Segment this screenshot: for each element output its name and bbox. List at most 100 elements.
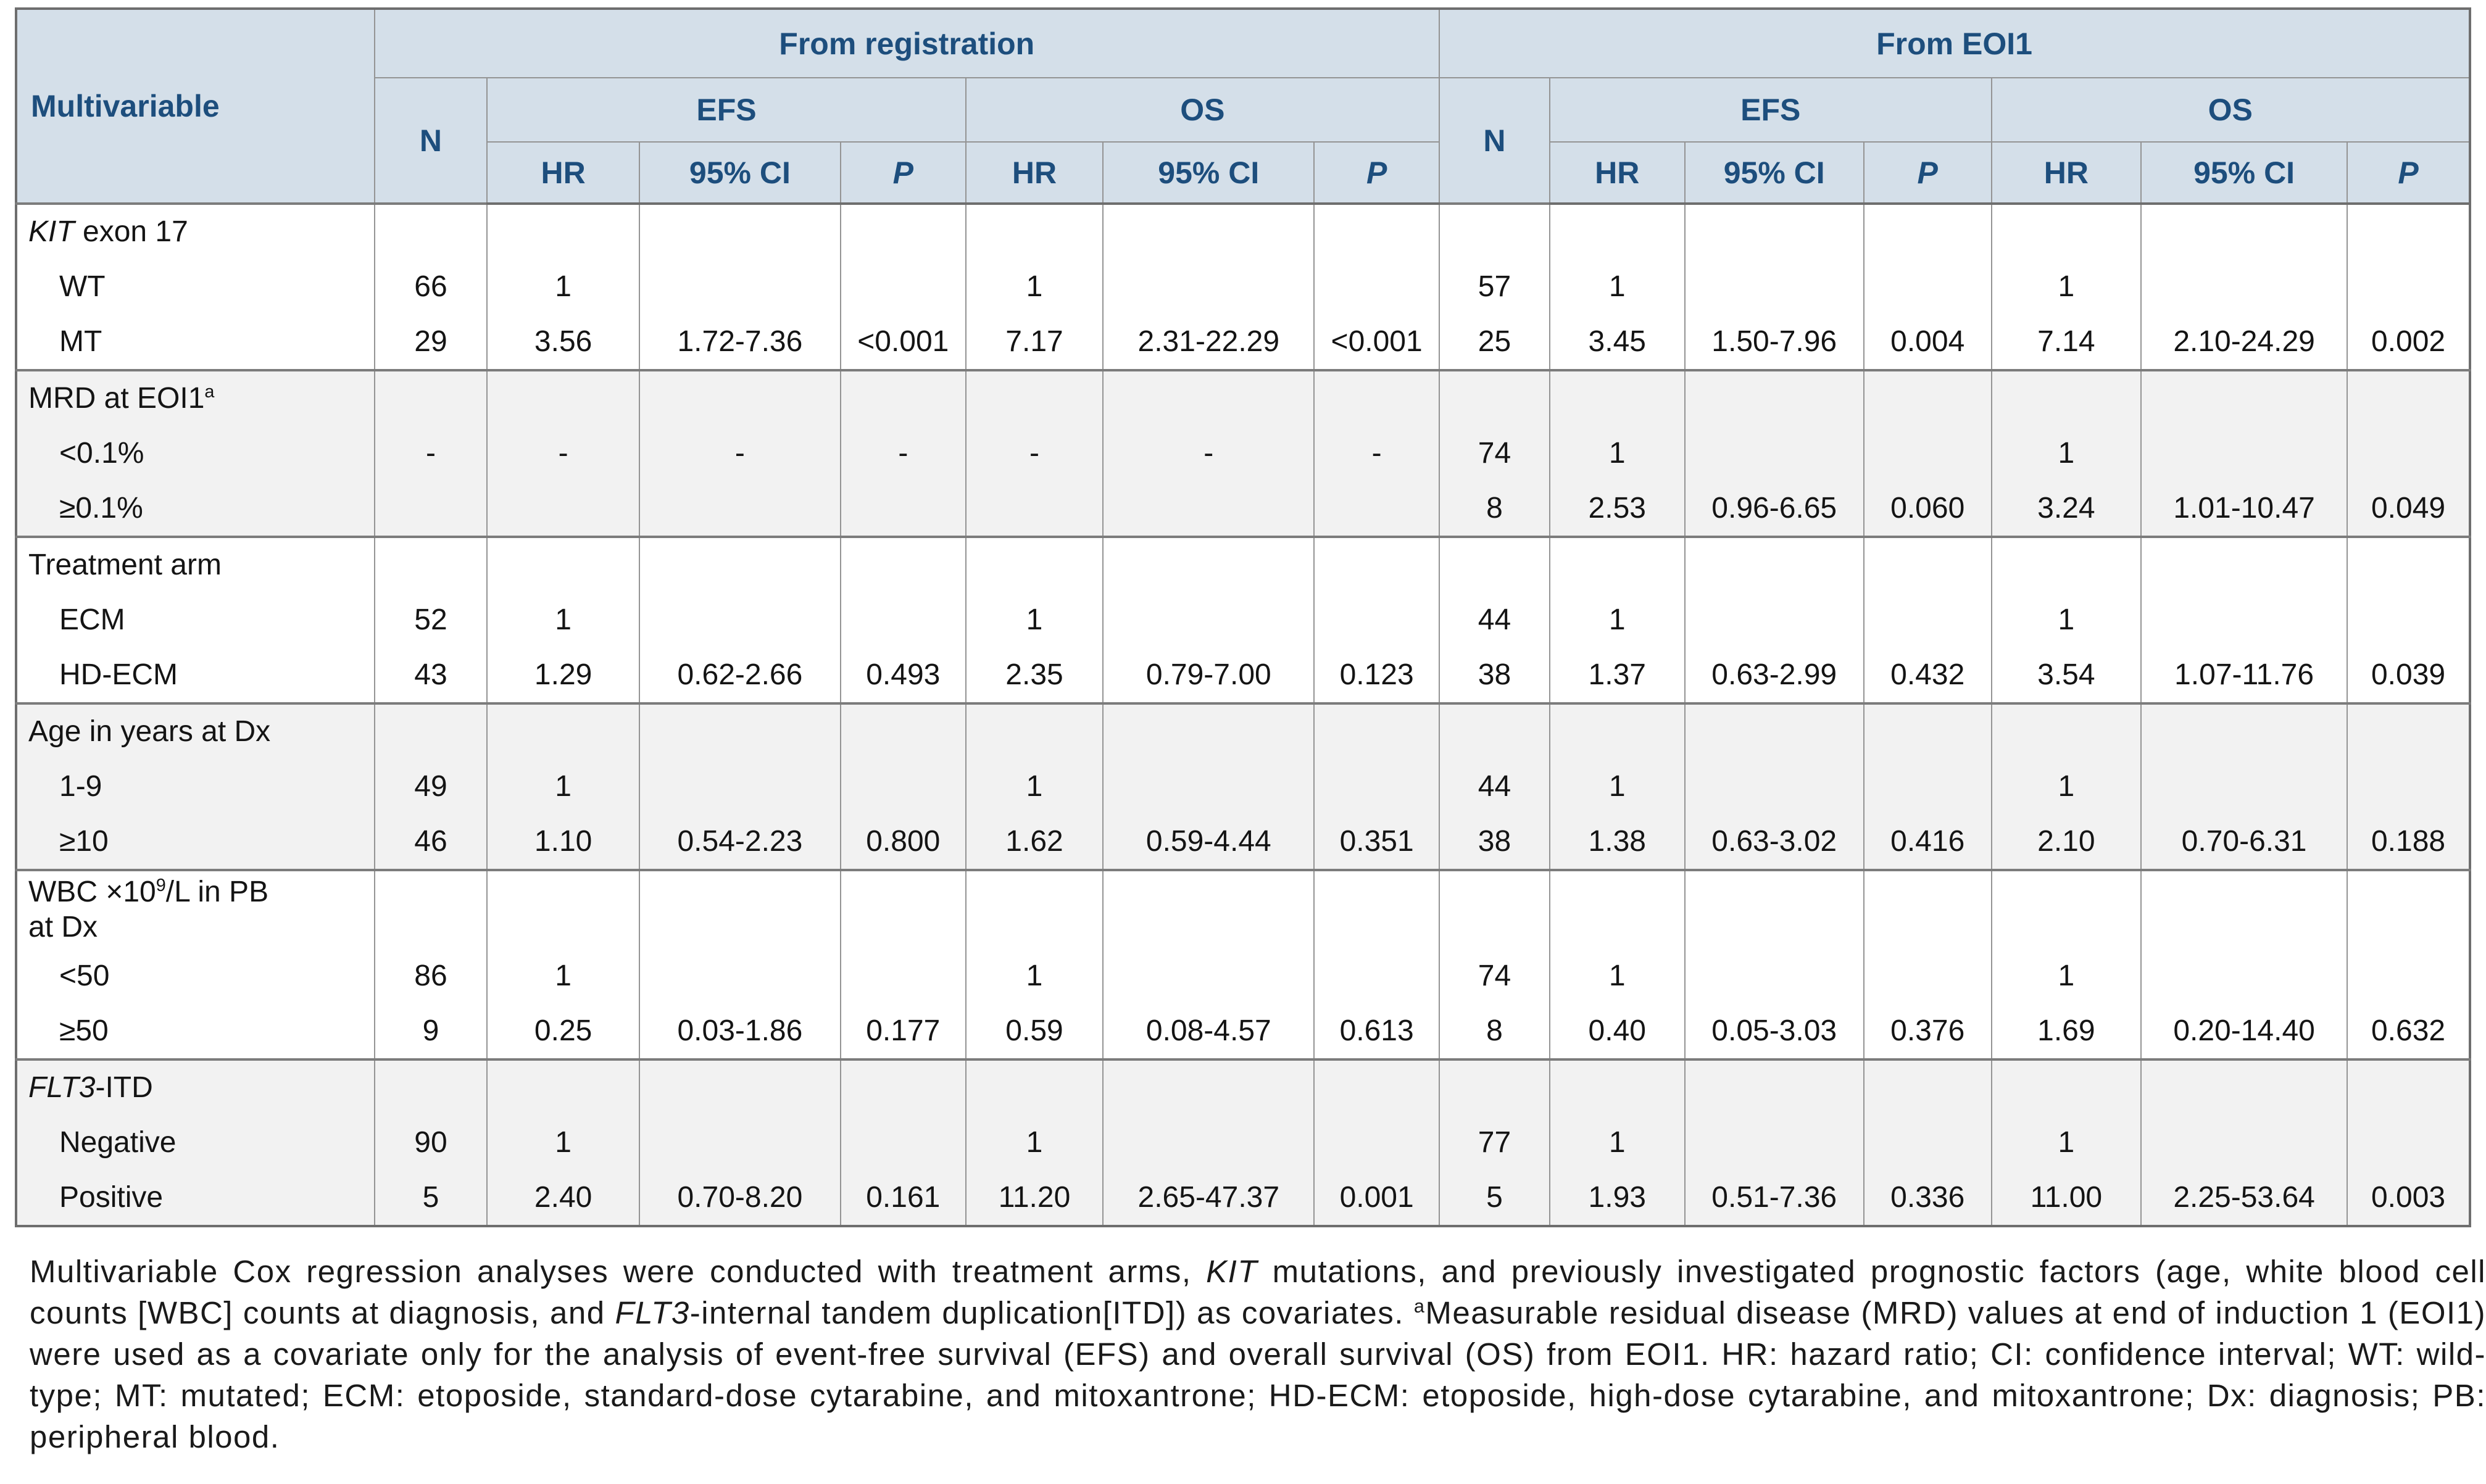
empty-cell [373, 702, 488, 759]
header-p-efs-eoi1: P [1863, 141, 1992, 205]
value-cell: 2.40 [486, 1171, 640, 1227]
header-p-efs-registration: P [839, 141, 967, 205]
section-label: KIT exon 17 [15, 202, 375, 259]
empty-cell [1439, 868, 1550, 949]
row-label: ≥0.1% [15, 481, 375, 537]
value-cell [1313, 259, 1440, 315]
empty-cell [373, 868, 488, 949]
value-cell: 86 [373, 948, 488, 1005]
value-cell: 1 [486, 259, 640, 315]
value-cell: 0.20-14.40 [2140, 1004, 2348, 1060]
header-row-groups: Multivariable From registration From EOI… [15, 8, 2471, 204]
value-cell: 5 [373, 1171, 488, 1227]
value-cell: 74 [1439, 426, 1550, 481]
row-label: <0.1% [15, 426, 375, 481]
section-label-row: KIT exon 17 [15, 202, 2471, 259]
value-cell: 0.63-2.99 [1684, 648, 1864, 703]
empty-cell [1863, 536, 1992, 592]
value-cell [2140, 426, 2348, 481]
empty-cell [965, 536, 1104, 592]
empty-cell [2347, 369, 2471, 426]
value-cell [638, 592, 841, 648]
section-label-row: WBC ×109/L in PB at Dx [15, 868, 2471, 949]
value-cell [638, 948, 841, 1005]
empty-cell [1313, 868, 1440, 949]
empty-cell [1439, 702, 1550, 759]
empty-cell [2347, 868, 2471, 949]
value-cell: 9 [373, 1004, 488, 1060]
section-label: WBC ×109/L in PB at Dx [15, 868, 375, 949]
value-cell: 1.50-7.96 [1684, 315, 1864, 370]
empty-cell [1549, 1058, 1686, 1116]
value-cell: 1 [1990, 426, 2142, 481]
header-row-stats: HR 95% CI P HR 95% CI P HR 95% CI P HR 9… [16, 141, 2471, 205]
value-cell [1102, 481, 1315, 537]
value-cell [486, 481, 640, 537]
empty-cell [638, 868, 841, 949]
table-row: ECM 52 1 1 44 1 1 [15, 592, 2471, 648]
value-cell [2140, 259, 2348, 315]
empty-cell [2347, 1058, 2471, 1116]
section-label: MRD at EOI1a [15, 369, 375, 426]
value-cell: 7.17 [965, 315, 1104, 370]
empty-cell [965, 202, 1104, 259]
empty-cell [1313, 1058, 1440, 1116]
row-label: Negative [15, 1115, 375, 1171]
value-cell: 1 [486, 1115, 640, 1171]
empty-cell [1549, 536, 1686, 592]
value-cell: 1 [1990, 1115, 2142, 1171]
empty-cell [1863, 1058, 1992, 1116]
value-cell [1863, 426, 1992, 481]
header-hr-os-registration: HR [965, 141, 1104, 205]
section-label-row: MRD at EOI1a [15, 369, 2471, 426]
value-cell: 0.800 [839, 815, 967, 870]
table-row: HD-ECM 43 1.29 0.62-2.66 0.493 2.35 0.79-7.00 0… [15, 648, 2471, 703]
header-os-eoi1: OS [1990, 77, 2471, 143]
table-row: <50 86 1 1 74 1 1 [15, 948, 2471, 1005]
row-label: 1-9 [15, 759, 375, 815]
table-row: Negative 90 1 1 77 1 1 [15, 1115, 2471, 1171]
empty-cell [965, 702, 1104, 759]
value-cell [2140, 592, 2348, 648]
empty-cell [1313, 202, 1440, 259]
table-row: ≥10 46 1.10 0.54-2.23 0.800 1.62 0.59-4.44 0.35… [15, 815, 2471, 870]
value-cell: 11.00 [1990, 1171, 2142, 1227]
section-label: Treatment arm [15, 536, 375, 592]
value-cell: 44 [1439, 759, 1550, 815]
value-cell: 1.38 [1549, 815, 1686, 870]
value-cell [1684, 592, 1864, 648]
empty-cell [638, 369, 841, 426]
empty-cell [1102, 202, 1315, 259]
value-cell: 1 [486, 592, 640, 648]
value-cell [839, 592, 967, 648]
value-cell: 49 [373, 759, 488, 815]
empty-cell [1549, 702, 1686, 759]
table-row: ≥0.1% 8 2.53 0.96-6.65 0.060 3.24 1.01-10.47 0.… [15, 481, 2471, 537]
empty-cell [638, 702, 841, 759]
value-cell [2347, 759, 2471, 815]
section-label: FLT3-ITD [15, 1058, 375, 1116]
value-cell: 0.62-2.66 [638, 648, 841, 703]
row-label: ECM [15, 592, 375, 648]
row-label: ≥10 [15, 815, 375, 870]
value-cell: 66 [373, 259, 488, 315]
value-cell: 0.59-4.44 [1102, 815, 1315, 870]
empty-cell [1439, 369, 1550, 426]
header-hr-efs-registration: HR [486, 141, 640, 205]
empty-cell [373, 1058, 488, 1116]
value-cell: 0.432 [1863, 648, 1992, 703]
value-cell [638, 759, 841, 815]
value-cell [2347, 592, 2471, 648]
value-cell: 0.336 [1863, 1171, 1992, 1227]
value-cell [839, 759, 967, 815]
value-cell [1863, 259, 1992, 315]
value-cell: 3.24 [1990, 481, 2142, 537]
value-cell [1684, 948, 1864, 1005]
value-cell: 0.004 [1863, 315, 1992, 370]
value-cell [839, 481, 967, 537]
value-cell [1313, 1115, 1440, 1171]
empty-cell [2347, 536, 2471, 592]
value-cell: 1.69 [1990, 1004, 2142, 1060]
empty-cell [2140, 202, 2348, 259]
value-cell: 0.123 [1313, 648, 1440, 703]
